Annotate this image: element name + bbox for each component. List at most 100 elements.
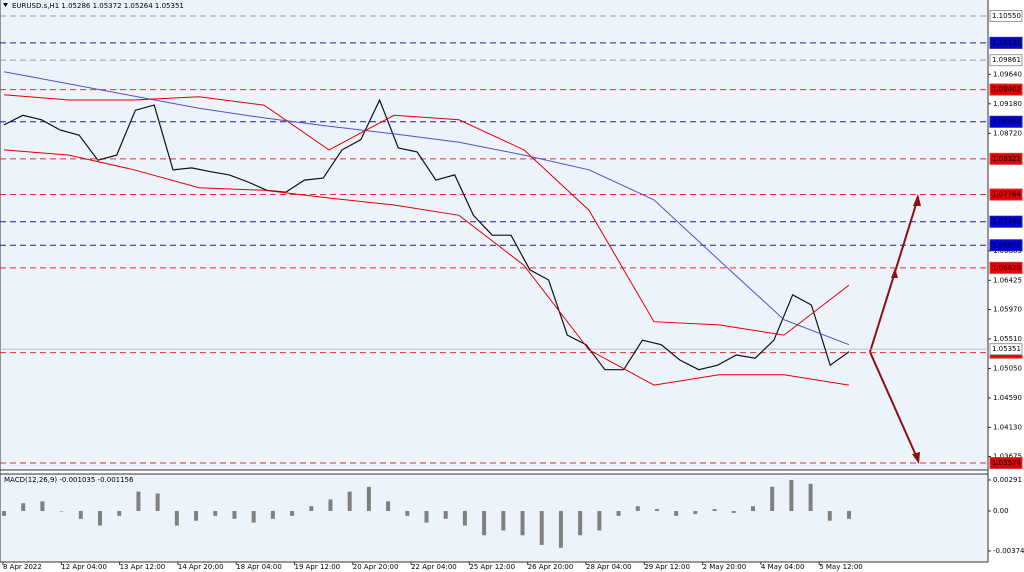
level-label: 1.08900: [992, 118, 1021, 126]
macd-bar: [386, 501, 391, 512]
current-price-label: 1.05351: [992, 345, 1021, 353]
macd-bar: [558, 511, 563, 548]
y-tick-label: 1.06425: [993, 276, 1022, 284]
macd-bar: [328, 499, 333, 512]
macd-bar: [847, 511, 851, 519]
macd-bar: [827, 511, 832, 521]
level-label: 1.08321: [992, 155, 1021, 163]
x-tick-label: 18 Apr 04:00: [236, 563, 282, 571]
macd-bar: [136, 491, 141, 512]
arrow: [869, 351, 919, 461]
macd-bar: [635, 506, 640, 512]
level-box: [989, 188, 1023, 201]
macd-bar: [117, 511, 122, 516]
level-box: [989, 261, 1023, 274]
macd-bar: [443, 511, 448, 519]
macd-bar: [21, 503, 26, 512]
macd-bar: [40, 501, 45, 512]
macd-bar: [482, 511, 487, 536]
macd-bar: [78, 511, 83, 519]
x-tick-label: 5 May 12:00: [819, 563, 863, 571]
x-tick-label: 28 Apr 04:00: [586, 563, 632, 571]
macd-bar: [194, 511, 199, 521]
macd-bar: [789, 479, 794, 512]
level-label: 1.10550: [992, 12, 1021, 20]
macd-bar: [539, 511, 544, 545]
macd-bar: [366, 486, 371, 512]
level-label: 1.10131: [992, 39, 1021, 47]
macd-bar: [654, 509, 659, 512]
level-label: 1.06620: [992, 264, 1021, 272]
macd-tick-label: 0.00: [993, 507, 1009, 515]
y-tick-label: 1.05050: [993, 364, 1022, 372]
level-label: 1.06972: [992, 241, 1021, 249]
y-tick-label: 1.04130: [993, 423, 1022, 431]
x-tick-label: 26 Apr 20:00: [528, 563, 574, 571]
macd-bar: [155, 493, 160, 512]
x-tick-label: 14 Apr 20:00: [178, 563, 224, 571]
macd-bar: [731, 511, 736, 513]
macd-bar: [213, 511, 218, 516]
series-line: [3, 98, 850, 371]
level-label: 1.03574: [992, 459, 1021, 467]
level-label: 1.09861: [992, 56, 1021, 64]
x-tick-label: 20 Apr 20:00: [353, 563, 399, 571]
level-box: [989, 54, 1023, 67]
macd-bar: [750, 506, 755, 512]
arrow-head: [913, 194, 921, 206]
level-box: [989, 10, 1023, 23]
y-tick-label: 1.03675: [993, 453, 1022, 461]
level-box: [989, 115, 1023, 128]
macd-bar: [424, 511, 429, 523]
arrow-head: [891, 268, 898, 278]
x-tick-label: 29 Apr 12:00: [644, 563, 690, 571]
macd-bar: [251, 511, 256, 523]
level-box: [989, 457, 1023, 470]
level-box: [989, 83, 1023, 96]
macd-tick-label: -0.003746: [993, 547, 1024, 555]
current-price-box: [989, 343, 1023, 356]
y-tick-label: 1.05510: [993, 335, 1022, 343]
level-box: [989, 36, 1023, 49]
x-tick-label: 22 Apr 04:00: [411, 563, 457, 571]
macd-bar: [674, 511, 679, 516]
macd-bar: [501, 511, 506, 531]
macd-bar: [405, 511, 410, 516]
macd-bar: [808, 483, 813, 512]
level-label: 1.09402: [992, 86, 1021, 94]
level-box: [989, 152, 1023, 165]
x-tick-label: 19 Apr 12:00: [295, 563, 341, 571]
x-tick-label: 4 May 04:00: [761, 563, 805, 571]
y-tick-label: 1.04590: [993, 394, 1022, 402]
macd-bar: [347, 491, 352, 512]
x-tick-label: 25 Apr 12:00: [469, 563, 515, 571]
macd-tick-label: 0.00291: [993, 476, 1022, 484]
macd-bar: [520, 511, 525, 536]
series-line: [3, 94, 850, 336]
macd-bar: [98, 511, 103, 526]
level-label: 1.07340: [992, 218, 1021, 226]
arrows: [869, 194, 921, 464]
macd-bar: [232, 511, 237, 519]
arrow-head: [912, 452, 920, 464]
y-tick-label: 1.09640: [993, 70, 1022, 78]
macd-bar: [597, 511, 602, 531]
level-box: [989, 215, 1023, 228]
macd-bar: [309, 506, 314, 512]
x-tick-label: 12 Apr 04:00: [61, 563, 107, 571]
macd-bar: [270, 511, 275, 519]
macd-bar: [59, 511, 64, 512]
macd-bar: [174, 511, 179, 526]
menu-arrow[interactable]: [3, 3, 8, 7]
macd-bar: [616, 511, 621, 516]
level-box: [989, 239, 1023, 252]
x-tick-label: 13 Apr 12:00: [120, 563, 166, 571]
y-tick-label: 1.09180: [993, 100, 1022, 108]
series-line: [3, 149, 850, 386]
y-tick-label: 1.05970: [993, 305, 1022, 313]
macd-bar: [770, 486, 775, 512]
macd-label: MACD(12,26,9) -0.001035 -0.001156: [4, 476, 134, 484]
header: EURUSD.s,H1 1.05286 1.05372 1.05264 1.05…: [12, 2, 184, 10]
macd-panel: [0, 474, 988, 562]
